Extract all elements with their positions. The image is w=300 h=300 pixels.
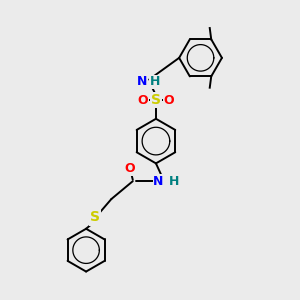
Text: N: N (137, 75, 148, 88)
Text: S: S (151, 93, 161, 107)
Text: O: O (124, 162, 135, 175)
Text: S: S (90, 211, 100, 224)
Text: O: O (138, 94, 148, 107)
Text: N: N (153, 175, 164, 188)
Text: H: H (149, 75, 160, 88)
Text: O: O (164, 94, 174, 107)
Text: H: H (168, 175, 179, 188)
